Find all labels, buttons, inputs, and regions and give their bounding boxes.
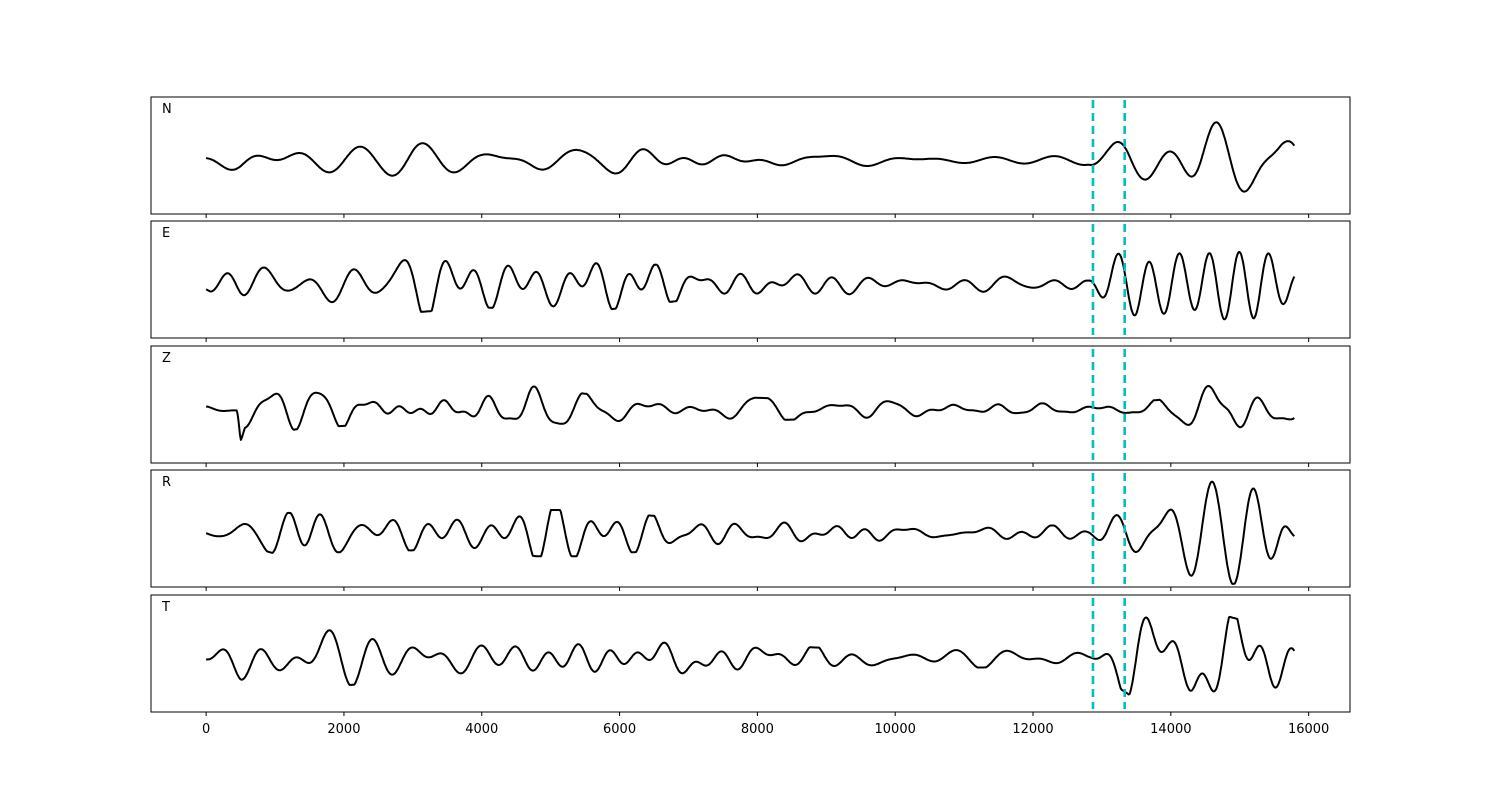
- panel-label: E: [162, 226, 170, 241]
- panel-frame: [150, 220, 1351, 339]
- x-tick-label: 8000: [741, 722, 774, 737]
- x-tick-label: 2000: [327, 722, 360, 737]
- panel-label: Z: [162, 351, 171, 366]
- x-tick-label: 6000: [603, 722, 636, 737]
- trace-t: [205, 615, 1296, 696]
- panels-group: N E Z R T: [150, 96, 1351, 716]
- x-tick-label: 16000: [1288, 722, 1329, 737]
- panel-n: N: [150, 96, 1351, 218]
- panel-e: E: [150, 220, 1351, 342]
- panel-frame: [150, 345, 1351, 464]
- trace-e: [205, 251, 1296, 321]
- trace-z: [206, 385, 1295, 441]
- x-tick-label: 14000: [1150, 722, 1191, 737]
- panel-label: R: [162, 475, 171, 490]
- panel-frame: [150, 594, 1351, 713]
- panel-frame: [150, 469, 1351, 588]
- trace-r: [205, 480, 1295, 585]
- x-tick-label: 10000: [875, 722, 916, 737]
- panel-r: R: [150, 469, 1351, 591]
- panel-label: N: [162, 102, 172, 117]
- panel-frame: [150, 96, 1351, 215]
- panel-z: Z: [150, 345, 1351, 467]
- panel-label: T: [161, 600, 170, 615]
- x-tick-label: 4000: [465, 722, 498, 737]
- panel-t: T: [150, 594, 1351, 716]
- x-axis: 0 2000 4000 6000 8000 10000 12000 14000 16000: [202, 722, 1329, 737]
- x-tick-label: 0: [202, 722, 210, 737]
- x-tick-label: 12000: [1012, 722, 1053, 737]
- trace-n: [205, 121, 1296, 193]
